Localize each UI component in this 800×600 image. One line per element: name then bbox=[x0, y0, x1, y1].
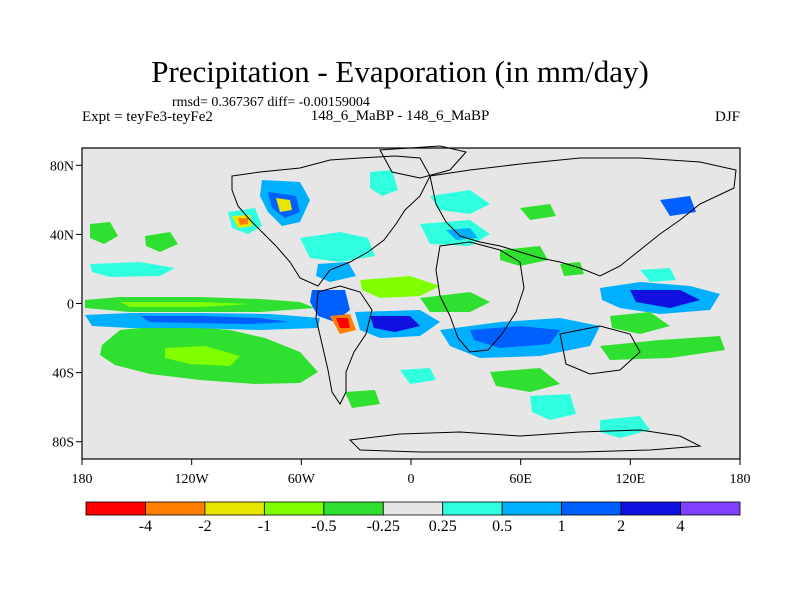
anomaly-region bbox=[640, 268, 676, 282]
lon-tick-label: 60W bbox=[288, 472, 316, 487]
colorbar-label: 4 bbox=[676, 518, 685, 535]
anomaly-region bbox=[90, 222, 118, 244]
colorbar-box bbox=[561, 501, 622, 516]
lon-tick-label: 120E bbox=[616, 472, 646, 487]
anomaly-region bbox=[470, 326, 560, 348]
lon-tick-label: 120W bbox=[175, 472, 210, 487]
anomaly-region bbox=[336, 318, 350, 328]
anomaly-region bbox=[660, 196, 696, 216]
anomaly-region bbox=[120, 302, 250, 307]
anomaly-region bbox=[300, 232, 375, 262]
coastline-eurasia bbox=[429, 157, 737, 277]
anomaly-region bbox=[530, 394, 576, 420]
lon-tick-label: 0 bbox=[408, 472, 415, 487]
colorbar-label: 2 bbox=[617, 518, 626, 535]
anomaly-region bbox=[430, 190, 490, 214]
anomaly-region bbox=[600, 336, 725, 360]
colorbar-label: 0.5 bbox=[492, 518, 513, 535]
colorbar-box bbox=[501, 501, 563, 516]
season-label: DJF bbox=[714, 109, 740, 125]
anomaly-region bbox=[140, 316, 290, 324]
coastlines bbox=[231, 145, 737, 453]
lon-tick-label: 180 bbox=[72, 472, 93, 487]
anomaly-region bbox=[316, 262, 356, 282]
figure-title: Precipitation - Evaporation (in mm/day) bbox=[151, 54, 649, 89]
experiment-label: Expt = teyFe3-teyFe2 bbox=[82, 109, 213, 125]
anomaly-region bbox=[238, 218, 248, 225]
lat-tick-label: 40N bbox=[50, 228, 74, 243]
latitude-axis: 80N 40N 0 40S 80S bbox=[50, 159, 82, 451]
stats-label: rmsd= 0.367367 diff= -0.00159004 bbox=[172, 95, 370, 110]
lon-tick-label: 180 bbox=[730, 472, 751, 487]
runs-label: 148_6_MaBP - 148_6_MaBP bbox=[310, 108, 490, 124]
anomaly-region bbox=[310, 290, 350, 322]
colorbar-label: 1 bbox=[557, 518, 566, 535]
anomaly-region bbox=[600, 416, 650, 438]
anomaly-region bbox=[490, 368, 560, 392]
coastline-antarctica bbox=[348, 429, 702, 453]
lat-tick-label: 40S bbox=[52, 367, 74, 382]
colorbar-label: -4 bbox=[138, 518, 153, 535]
colorbar-box bbox=[323, 501, 384, 516]
colorbar-label: -1 bbox=[257, 518, 272, 535]
anomaly-region bbox=[500, 246, 548, 266]
lat-tick-label: 80N bbox=[50, 159, 74, 174]
colorbar-box bbox=[263, 501, 325, 516]
anomaly-region bbox=[520, 204, 556, 220]
colorbar-label: -2 bbox=[198, 518, 212, 535]
longitude-axis: 180 120W 60W 0 60E 120E 180 bbox=[72, 459, 751, 487]
colorbar-box bbox=[680, 501, 741, 516]
anomaly-region bbox=[370, 170, 398, 196]
anomaly-region bbox=[276, 198, 292, 212]
colorbar-box bbox=[85, 501, 146, 516]
colorbar-label: 0.25 bbox=[428, 518, 457, 535]
anomaly-region bbox=[145, 232, 178, 252]
lat-tick-label: 0 bbox=[67, 298, 74, 313]
anomaly-region bbox=[345, 390, 380, 408]
anomaly-region bbox=[610, 312, 670, 334]
anomaly-region bbox=[560, 262, 584, 276]
coastline-south-america bbox=[315, 285, 373, 405]
colorbar-box bbox=[382, 501, 444, 516]
coastline-australia bbox=[559, 325, 641, 375]
anomaly-region bbox=[446, 228, 478, 240]
colorbar-label: -0.5 bbox=[311, 518, 337, 535]
anomaly-region bbox=[420, 292, 490, 312]
colorbar-label: -0.25 bbox=[366, 518, 400, 535]
anomaly-region bbox=[360, 276, 440, 298]
anomaly-region bbox=[630, 290, 700, 308]
coastline-north-america bbox=[231, 155, 431, 287]
anomaly-region bbox=[400, 368, 436, 384]
colorbar bbox=[85, 501, 741, 516]
lon-tick-label: 60E bbox=[509, 472, 532, 487]
anomaly-region bbox=[165, 346, 240, 366]
colorbar-box bbox=[620, 501, 681, 516]
coastline-africa bbox=[435, 241, 525, 353]
anomaly-region bbox=[90, 262, 175, 277]
anomaly-region bbox=[370, 316, 420, 332]
colorbar-box bbox=[204, 501, 265, 516]
coastline-greenland bbox=[379, 145, 467, 179]
colorbar-box bbox=[145, 501, 206, 516]
colorbar-box bbox=[442, 501, 503, 516]
lat-tick-label: 80S bbox=[52, 436, 74, 451]
